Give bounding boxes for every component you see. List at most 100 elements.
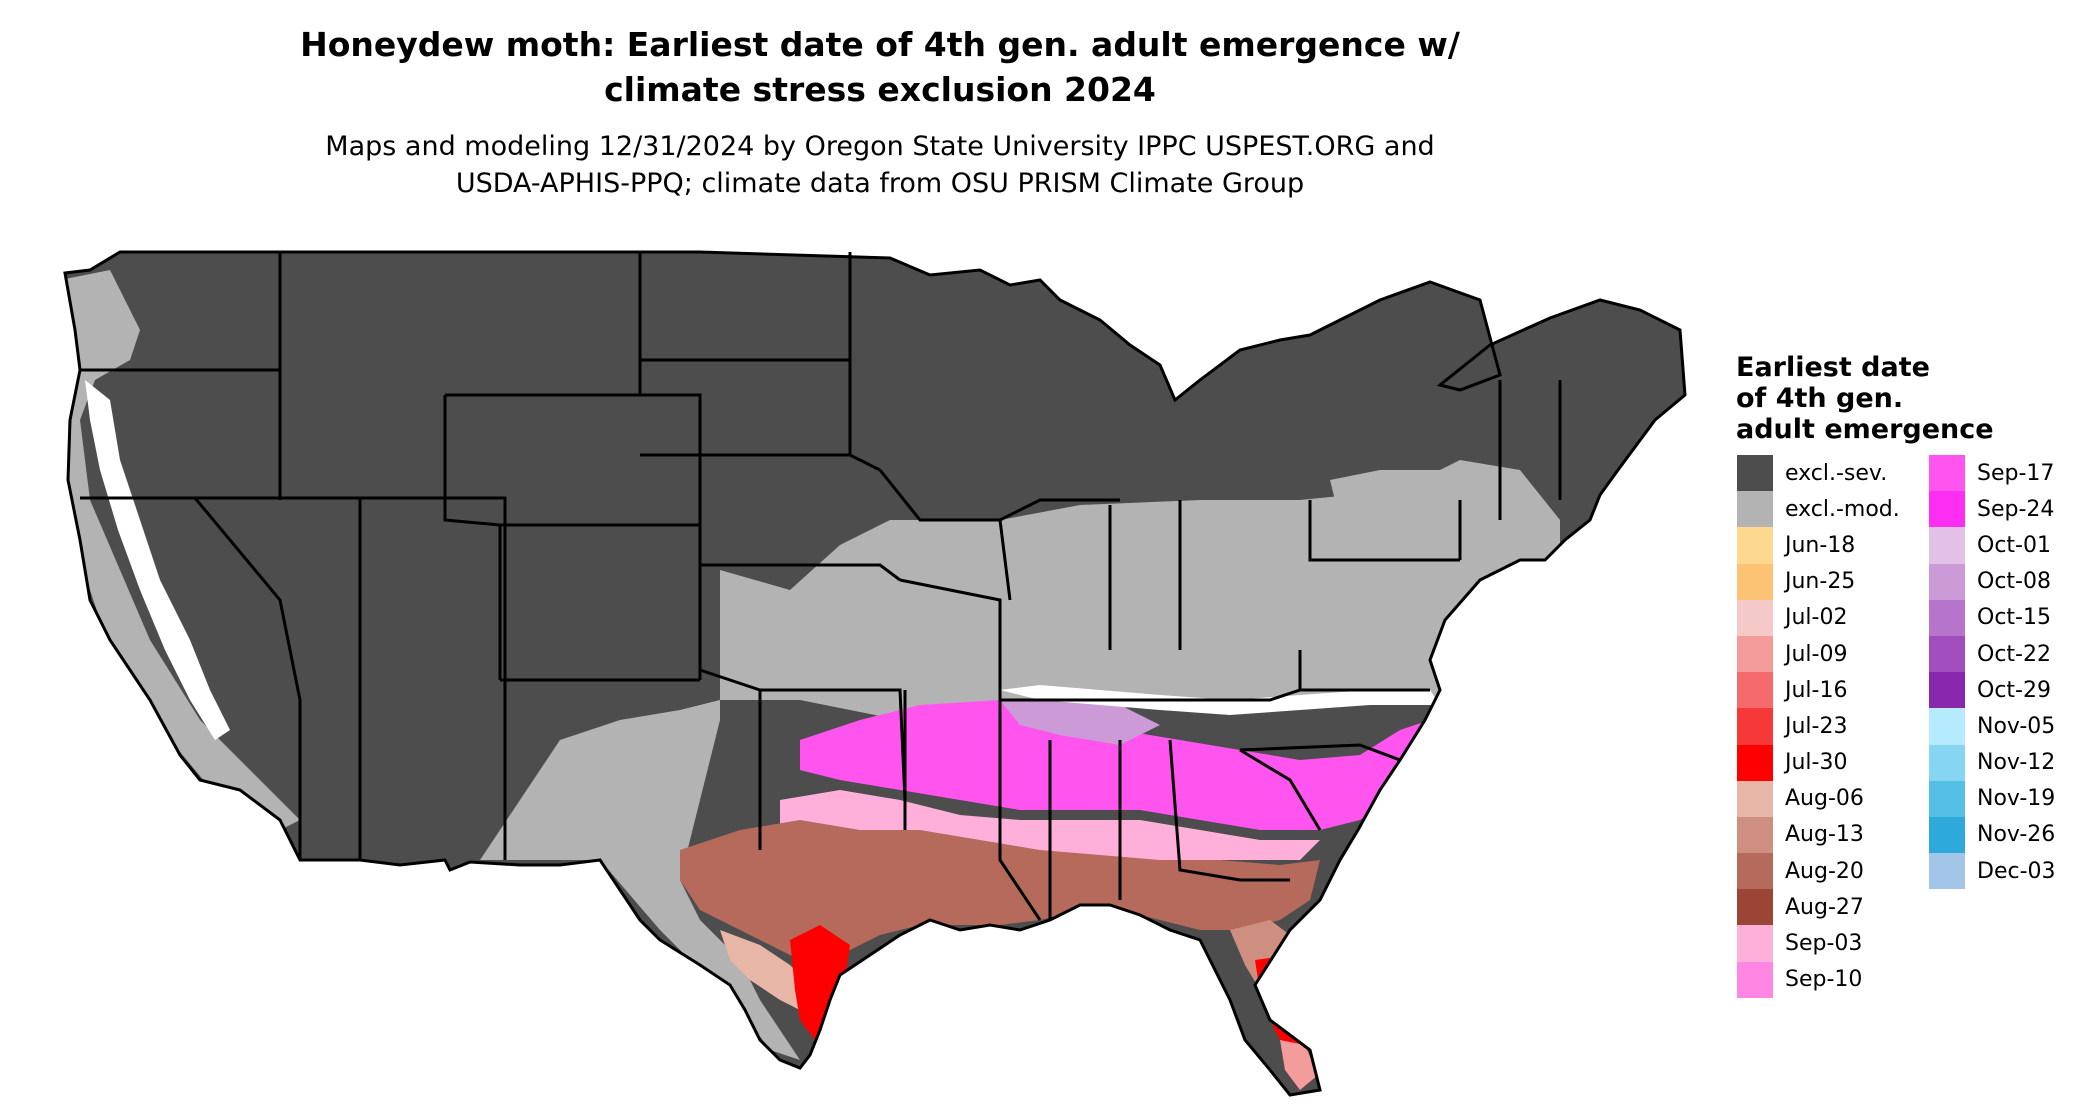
zone-oct-band [1000, 695, 1160, 745]
legend-item: Sep-24 [1929, 491, 2056, 528]
legend-swatch [1929, 527, 1965, 564]
legend-label: Nov-12 [1977, 750, 2056, 776]
zone-excl-mod-northeast [1330, 470, 1500, 600]
legend-swatch [1737, 599, 1773, 636]
legend-swatch [1929, 816, 1965, 854]
legend-swatch [1737, 455, 1773, 492]
legend-item: Dec-03 [1929, 853, 2056, 890]
legend-label: Jul-30 [1785, 750, 1848, 776]
legend-label: Oct-22 [1977, 641, 2051, 667]
legend-item: Oct-01 [1929, 527, 2056, 564]
legend-label: Aug-13 [1785, 822, 1864, 848]
legend-item: Jul-02 [1737, 599, 1900, 636]
legend-item: Jul-30 [1737, 744, 1900, 781]
legend-swatch [1737, 961, 1773, 998]
legend-item: Oct-15 [1929, 599, 2056, 636]
subtitle-line-2: USDA-APHIS-PPQ; climate data from OSU PR… [455, 168, 1305, 199]
legend-label: Aug-27 [1785, 894, 1864, 920]
title-line-2: climate stress exclusion 2024 [604, 70, 1156, 109]
state-borders [63, 250, 1687, 1097]
legend-label: Aug-06 [1785, 786, 1864, 812]
legend-label: Sep-24 [1977, 496, 2055, 522]
legend-label: excl.-sev. [1785, 460, 1888, 486]
legend-column-1: excl.-sev. excl.-mod. Jun-18 Jun-25 Jul-02 Ju… [1737, 455, 1900, 998]
legend-item: Oct-08 [1929, 563, 2056, 600]
legend-swatch [1737, 925, 1773, 962]
legend-swatch [1929, 708, 1965, 745]
legend-item: Jul-09 [1737, 635, 1900, 673]
legend-swatch [1737, 672, 1773, 709]
legend-item: Sep-03 [1737, 925, 1900, 962]
legend-item: Oct-22 [1929, 635, 2056, 673]
legend-item: Jun-18 [1737, 527, 1900, 564]
zone-aug-band [680, 820, 1320, 970]
legend-item: Jun-25 [1737, 563, 1900, 600]
legend-title: Earliest date of 4th gen. adult emergenc… [1736, 352, 2066, 445]
legend-swatch [1929, 599, 1965, 636]
subtitle-line-1: Maps and modeling 12/31/2024 by Oregon S… [325, 131, 1435, 162]
legend-label: Sep-17 [1977, 460, 2055, 486]
title-line-1: Honeydew moth: Earliest date of 4th gen.… [300, 25, 1460, 64]
legend-label: Oct-01 [1977, 532, 2051, 558]
legend-item: excl.-sev. [1737, 455, 1900, 492]
legend-label: Sep-10 [1785, 967, 1863, 993]
legend-label: Jun-18 [1785, 532, 1856, 558]
zone-aug-light [720, 930, 810, 1010]
legend-item: Nov-12 [1929, 744, 2056, 781]
legend-title-line: Earliest date [1736, 352, 1930, 383]
us-emergence-map [63, 250, 1687, 1097]
legend-swatch [1737, 889, 1773, 926]
legend-label: Nov-05 [1977, 713, 2056, 739]
legend-label: Oct-29 [1977, 677, 2051, 703]
legend-label: Dec-03 [1977, 858, 2056, 884]
legend-item: Oct-29 [1929, 672, 2056, 709]
legend-swatch [1737, 816, 1773, 854]
legend-swatch [1737, 563, 1773, 600]
legend-column-2: Sep-17 Sep-24 Oct-01 Oct-08 Oct-15 Oct-22 Oct-… [1929, 455, 2056, 890]
legend-item: Aug-06 [1737, 780, 1900, 817]
legend-swatch [1737, 708, 1773, 745]
legend-item: Jul-16 [1737, 672, 1900, 709]
legend-item: Sep-10 [1737, 961, 1900, 998]
legend-label: Sep-03 [1785, 931, 1863, 957]
legend-swatch [1929, 455, 1965, 492]
legend-swatch [1737, 527, 1773, 564]
legend-swatch [1737, 780, 1773, 817]
legend-swatch [1737, 635, 1773, 673]
legend-item: Nov-05 [1929, 708, 2056, 745]
zone-sep-band [800, 700, 1450, 830]
zone-jul-texas [790, 925, 850, 1040]
zone-excl-mod-central [440, 460, 1560, 1060]
legend-label: Jul-16 [1785, 677, 1848, 703]
legend-label: Oct-08 [1977, 569, 2051, 595]
legend-swatch [1929, 491, 1965, 528]
legend-item: Nov-26 [1929, 816, 2056, 854]
legend-item: Aug-27 [1737, 889, 1900, 926]
legend-item: excl.-mod. [1737, 491, 1900, 528]
zone-excl-mod-pacific [65, 270, 300, 840]
legend-swatch [1929, 635, 1965, 673]
legend-swatch [1929, 853, 1965, 890]
map-title: Honeydew moth: Earliest date of 4th gen.… [0, 22, 1760, 112]
legend-label: excl.-mod. [1785, 496, 1900, 522]
legend-swatch [1929, 563, 1965, 600]
legend-title-line: of 4th gen. [1736, 383, 1904, 414]
legend-label: Jul-02 [1785, 605, 1848, 631]
legend-swatch [1737, 744, 1773, 781]
legend-label: Jul-09 [1785, 641, 1848, 667]
legend-label: Aug-20 [1785, 858, 1864, 884]
legend-label: Nov-19 [1977, 786, 2056, 812]
legend-swatch [1929, 780, 1965, 817]
map-subtitle: Maps and modeling 12/31/2024 by Oregon S… [0, 128, 1760, 202]
legend-item: Aug-13 [1737, 816, 1900, 854]
legend-title-line: adult emergence [1736, 414, 1994, 445]
legend-item: Nov-19 [1929, 780, 2056, 817]
zone-unsuitable-west [85, 380, 230, 740]
zone-jul-florida-tip [1280, 1040, 1318, 1090]
legend-label: Oct-15 [1977, 605, 2051, 631]
legend-label: Nov-26 [1977, 822, 2056, 848]
legend-label: Jul-23 [1785, 713, 1848, 739]
legend-swatch [1737, 491, 1773, 528]
legend-item: Sep-17 [1929, 455, 2056, 492]
legend-swatch [1737, 853, 1773, 890]
